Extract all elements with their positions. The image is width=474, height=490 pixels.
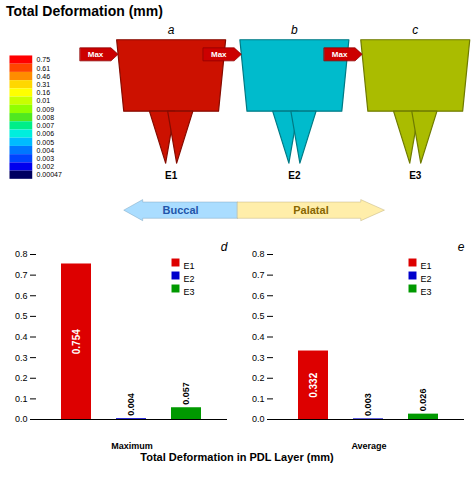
svg-text:0.2: 0.2 [252, 373, 265, 383]
svg-text:0.3: 0.3 [15, 353, 28, 363]
svg-text:0.057: 0.057 [181, 382, 191, 405]
svg-text:0.2: 0.2 [15, 373, 28, 383]
svg-text:E2: E2 [421, 274, 432, 284]
svg-text:0.7: 0.7 [252, 270, 265, 280]
svg-text:0.1: 0.1 [252, 394, 265, 404]
svg-text:0.008: 0.008 [37, 114, 55, 121]
svg-text:Average: Average [351, 441, 386, 451]
svg-text:0.002: 0.002 [37, 163, 55, 170]
svg-text:0.4: 0.4 [15, 332, 28, 342]
svg-text:E3: E3 [184, 287, 195, 297]
svg-text:0.4: 0.4 [252, 332, 265, 342]
svg-text:Max: Max [332, 50, 348, 59]
svg-text:b: b [291, 23, 298, 37]
svg-text:E3: E3 [421, 287, 432, 297]
html-text:Total Deformation in PDL Layer: Total Deformation in PDL Layer (mm) [140, 451, 334, 463]
svg-text:Buccal: Buccal [163, 204, 199, 216]
svg-text:Maximum: Maximum [111, 441, 153, 451]
svg-text:0.31: 0.31 [37, 81, 51, 88]
svg-text:0.026: 0.026 [418, 389, 428, 412]
svg-text:0.005: 0.005 [37, 139, 55, 146]
svg-text:0.61: 0.61 [37, 65, 51, 72]
svg-text:0.75: 0.75 [37, 56, 51, 63]
svg-text:0.003: 0.003 [363, 393, 373, 416]
svg-text:0.004: 0.004 [37, 147, 55, 154]
svg-text:0.8: 0.8 [252, 249, 265, 259]
svg-text:E3: E3 [409, 170, 422, 181]
svg-text:0.00047: 0.00047 [37, 171, 62, 178]
svg-text:Palatal: Palatal [293, 204, 328, 216]
svg-text:0.7: 0.7 [15, 270, 28, 280]
svg-text:Max: Max [211, 50, 227, 59]
svg-text:0.009: 0.009 [37, 106, 55, 113]
svg-text:c: c [412, 23, 418, 37]
svg-text:0.0: 0.0 [252, 414, 265, 424]
svg-text:0.332: 0.332 [308, 372, 319, 397]
svg-text:0.6: 0.6 [252, 291, 265, 301]
svg-text:E1: E1 [184, 261, 195, 271]
svg-text:e: e [458, 240, 465, 254]
svg-text:d: d [221, 240, 228, 254]
svg-text:0.754: 0.754 [71, 329, 82, 354]
html-text:Total Deformation (mm): Total Deformation (mm) [6, 3, 163, 19]
svg-text:0.6: 0.6 [15, 291, 28, 301]
svg-text:E2: E2 [184, 274, 195, 284]
svg-text:0.0: 0.0 [15, 414, 28, 424]
svg-text:Max: Max [88, 50, 104, 59]
svg-text:0.006: 0.006 [37, 130, 55, 137]
svg-text:0.004: 0.004 [126, 393, 136, 416]
svg-text:0.5: 0.5 [15, 311, 28, 321]
svg-text:0.1: 0.1 [15, 394, 28, 404]
svg-text:0.007: 0.007 [37, 122, 55, 129]
svg-text:E2: E2 [288, 170, 301, 181]
svg-text:0.46: 0.46 [37, 73, 51, 80]
svg-text:0.3: 0.3 [252, 353, 265, 363]
svg-text:E1: E1 [165, 170, 178, 181]
svg-text:0.8: 0.8 [15, 249, 28, 259]
svg-text:0.5: 0.5 [252, 311, 265, 321]
svg-text:0.16: 0.16 [37, 89, 51, 96]
svg-text:a: a [168, 23, 175, 37]
svg-text:0.003: 0.003 [37, 155, 55, 162]
svg-text:E1: E1 [421, 261, 432, 271]
svg-text:0.01: 0.01 [37, 97, 51, 104]
